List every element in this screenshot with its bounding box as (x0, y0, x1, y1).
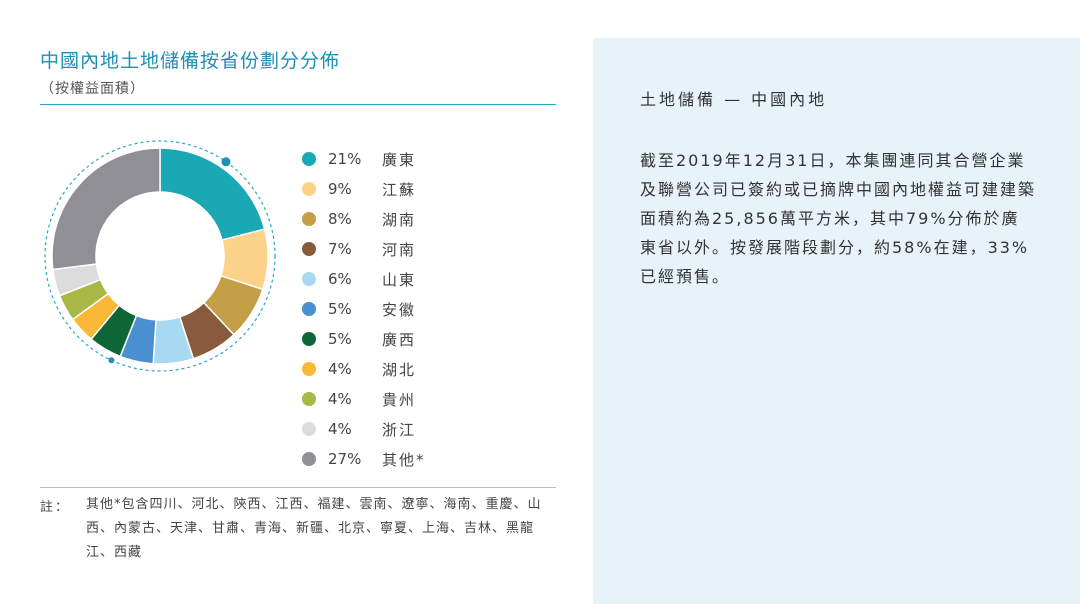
note-text: 其他*包含四川、河北、陝西、江西、福建、雲南、遼寧、海南、重慶、山西、內蒙古、天… (86, 497, 542, 560)
legend-item-4: 6% 山東 (302, 264, 426, 294)
chart-legend: 21% 廣東 9% 江蘇 8% 湖南 7% 河南 6% 山東 5% 安徽 5% 廣西 4% 湖北 4% 貴州 4% 浙… (302, 144, 426, 474)
donut-slice-10 (51, 147, 161, 271)
dashed-outer-ring (44, 140, 276, 372)
legend-swatch (302, 182, 316, 196)
legend-item-8: 4% 貴州 (302, 384, 426, 414)
legend-label: 貴州 (382, 390, 417, 409)
legend-swatch (302, 422, 316, 436)
legend-item-2: 8% 湖南 (302, 204, 426, 234)
legend-percent: 8% (328, 210, 352, 228)
legend-swatch (302, 362, 316, 376)
legend-swatch (302, 452, 316, 466)
legend-item-6: 5% 廣西 (302, 324, 426, 354)
donut-chart (44, 140, 276, 372)
ring-marker-dot-large (221, 157, 231, 167)
legend-percent: 9% (328, 180, 352, 198)
legend-item-9: 4% 浙江 (302, 414, 426, 444)
legend-swatch (302, 152, 316, 166)
panel-title: 土地儲備 — 中國內地 (640, 90, 828, 109)
legend-label: 山東 (382, 270, 417, 289)
legend-swatch (302, 242, 316, 256)
chart-subtitle: （按權益面積） (40, 81, 145, 97)
legend-swatch (302, 302, 316, 316)
donut-slice-0 (159, 147, 266, 241)
legend-percent: 27% (328, 450, 362, 468)
legend-label: 安徽 (382, 300, 417, 319)
title-divider (40, 104, 556, 105)
legend-swatch (302, 212, 316, 226)
donut-slices (51, 147, 269, 365)
legend-percent: 7% (328, 240, 352, 258)
panel-body: 截至2019年12月31日，本集團連同其合營企業及聯營公司已簽約或已摘牌中國內地… (640, 151, 1037, 286)
legend-percent: 5% (328, 330, 352, 348)
legend-label: 湖北 (382, 360, 417, 379)
legend-item-7: 4% 湖北 (302, 354, 426, 384)
legend-label: 廣西 (382, 330, 417, 349)
legend-swatch (302, 272, 316, 286)
info-panel: 土地儲備 — 中國內地 截至2019年12月31日，本集團連同其合營企業及聯營公… (593, 38, 1080, 604)
note-divider (40, 487, 556, 488)
ring-marker-dot-small (108, 357, 115, 364)
legend-percent: 4% (328, 390, 352, 408)
legend-item-3: 7% 河南 (302, 234, 426, 264)
legend-item-1: 9% 江蘇 (302, 174, 426, 204)
legend-label: 江蘇 (382, 180, 417, 199)
note-label: 註： (40, 500, 71, 515)
legend-item-0: 21% 廣東 (302, 144, 426, 174)
legend-label: 河南 (382, 240, 417, 259)
chart-section: 中國內地土地儲備按省份劃分分佈 （按權益面積） 21% 廣東 9% 江蘇 8% 湖南 7% 河… (40, 50, 556, 560)
legend-label: 廣東 (382, 150, 417, 169)
legend-label: 其他* (382, 450, 426, 469)
legend-label: 浙江 (382, 420, 417, 439)
legend-swatch (302, 332, 316, 346)
legend-percent: 21% (328, 150, 362, 168)
legend-percent: 4% (328, 420, 352, 438)
legend-percent: 4% (328, 360, 352, 378)
legend-item-5: 5% 安徽 (302, 294, 426, 324)
legend-percent: 6% (328, 270, 352, 288)
chart-title: 中國內地土地儲備按省份劃分分佈 (40, 50, 341, 72)
legend-label: 湖南 (382, 210, 417, 229)
legend-percent: 5% (328, 300, 352, 318)
legend-item-10: 27% 其他* (302, 444, 426, 474)
legend-swatch (302, 392, 316, 406)
